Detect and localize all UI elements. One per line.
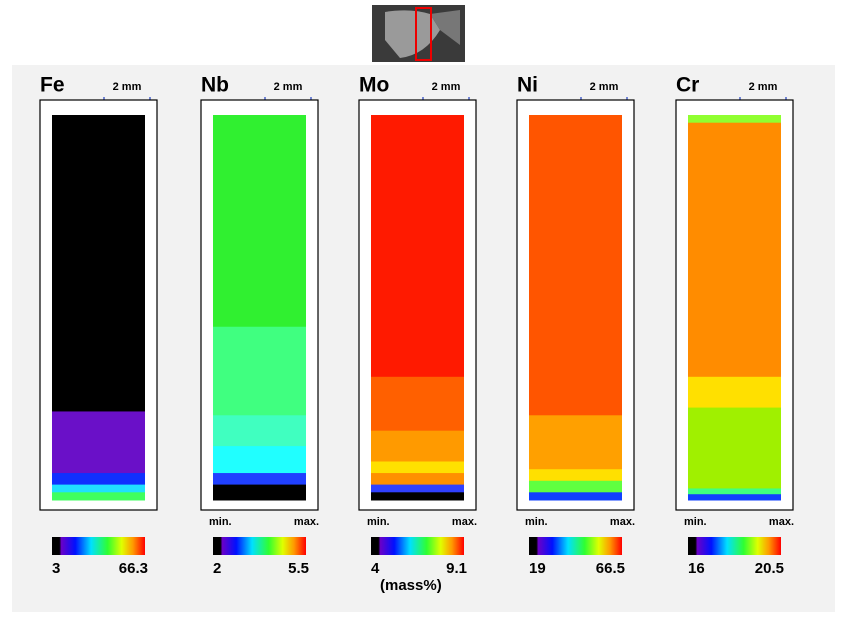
map-region <box>371 115 464 378</box>
map-region <box>371 376 464 432</box>
map-region <box>529 115 622 416</box>
map-region <box>529 492 622 501</box>
map-region <box>52 411 145 474</box>
map-region <box>52 484 145 493</box>
element-label: Nb <box>201 74 229 97</box>
scale-label: 2 mm <box>749 81 778 93</box>
map-region <box>688 407 781 489</box>
min-value: 16 <box>688 560 705 577</box>
map-region <box>688 122 781 378</box>
max-value: 66.3 <box>119 560 148 577</box>
map-region <box>213 115 306 328</box>
max-label: max. <box>294 516 319 528</box>
scale-label: 2 mm <box>590 81 619 93</box>
max-label: max. <box>769 516 794 528</box>
min-value: 19 <box>529 560 546 577</box>
min-value: 3 <box>52 560 60 577</box>
color-bar <box>52 537 145 555</box>
map-region <box>529 415 622 470</box>
map-region <box>371 484 464 493</box>
map-region <box>371 473 464 486</box>
map-region <box>52 115 145 412</box>
map-region <box>371 430 464 462</box>
scale-label: 2 mm <box>274 81 303 93</box>
sample-thumbnail <box>372 5 465 62</box>
map-region <box>688 488 781 495</box>
min-label: min. <box>367 516 390 528</box>
min-label: min. <box>525 516 548 528</box>
color-bar <box>688 537 781 555</box>
min-value: 2 <box>213 560 221 577</box>
min-label: min. <box>684 516 707 528</box>
map-region <box>213 326 306 416</box>
element-label: Ni <box>517 74 538 97</box>
element-label: Mo <box>359 74 389 97</box>
map-region <box>529 469 622 482</box>
map-region <box>213 473 306 486</box>
min-label: min. <box>209 516 232 528</box>
element-label: Cr <box>676 74 699 97</box>
map-region <box>213 415 306 447</box>
map-region <box>213 484 306 501</box>
max-value: 20.5 <box>755 560 784 577</box>
max-value: 5.5 <box>288 560 309 577</box>
map-region <box>52 473 145 486</box>
unit-label: (mass%) <box>380 577 442 594</box>
max-label: max. <box>452 516 477 528</box>
map-region <box>213 446 306 474</box>
map-region <box>688 115 781 124</box>
map-region <box>688 494 781 501</box>
max-label: max. <box>610 516 635 528</box>
map-region <box>371 461 464 474</box>
min-value: 4 <box>371 560 380 577</box>
color-bar <box>371 537 464 555</box>
map-region <box>371 492 464 501</box>
scale-label: 2 mm <box>432 81 461 93</box>
map-region <box>52 492 145 501</box>
map-region <box>688 376 781 409</box>
map-region <box>529 480 622 493</box>
element-label: Fe <box>40 74 65 97</box>
color-bar <box>213 537 306 555</box>
max-value: 66.5 <box>596 560 625 577</box>
scale-label: 2 mm <box>113 81 142 93</box>
max-value: 9.1 <box>446 560 467 577</box>
color-bar <box>529 537 622 555</box>
